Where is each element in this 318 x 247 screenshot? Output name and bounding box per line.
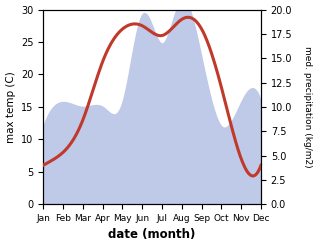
Y-axis label: med. precipitation (kg/m2): med. precipitation (kg/m2) xyxy=(303,46,313,168)
Y-axis label: max temp (C): max temp (C) xyxy=(5,71,16,143)
X-axis label: date (month): date (month) xyxy=(108,228,196,242)
